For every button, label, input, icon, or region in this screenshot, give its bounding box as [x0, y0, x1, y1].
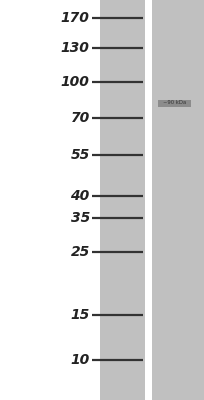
Text: 55: 55: [71, 148, 90, 162]
Bar: [146, 0, 152, 400]
Bar: [100, 0, 145, 400]
Text: 25: 25: [71, 245, 90, 259]
Text: 100: 100: [61, 75, 90, 89]
Text: 40: 40: [71, 189, 90, 203]
Text: 15: 15: [71, 308, 90, 322]
Bar: [152, 0, 204, 400]
Text: ~90 kDa: ~90 kDa: [163, 100, 186, 106]
Bar: [158, 100, 191, 106]
Text: 130: 130: [61, 41, 90, 55]
Text: 170: 170: [61, 11, 90, 25]
Text: 10: 10: [71, 353, 90, 367]
Text: 35: 35: [71, 211, 90, 225]
Text: 70: 70: [71, 111, 90, 125]
